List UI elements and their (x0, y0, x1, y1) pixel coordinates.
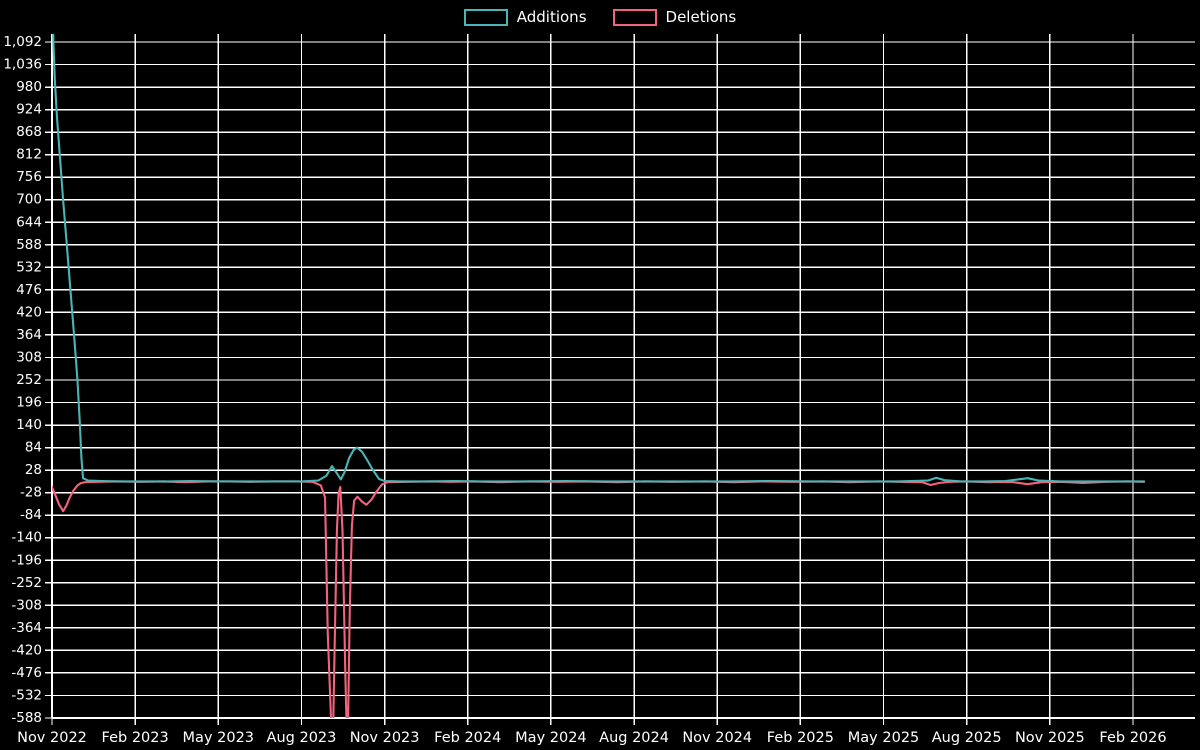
y-axis-tick-label: 812 (16, 147, 42, 163)
legend-entry-additions[interactable]: Additions (463, 7, 587, 26)
y-axis-tick-label: 28 (25, 462, 42, 478)
y-axis-tick-label: -140 (11, 530, 42, 546)
y-axis-tick-label: 924 (16, 102, 42, 118)
y-axis-tick-label: 308 (16, 349, 42, 365)
y-axis-tick-label: 252 (16, 372, 42, 388)
y-axis-tick-label: 196 (16, 395, 42, 411)
x-axis-tick-label: Feb 2023 (102, 730, 169, 746)
chart-legend: Additions Deletions (0, 0, 1200, 34)
x-axis-tick-label: Nov 2025 (1015, 730, 1085, 746)
legend-label-deletions: Deletions (665, 7, 737, 26)
y-axis-tick-label: 140 (16, 417, 42, 433)
y-axis-tick-label: 84 (25, 440, 42, 456)
y-axis-tick-label: -308 (11, 597, 42, 613)
y-axis-labels: 1,092 1,036 980 924 868 812 756 700 644 588 532 476… (3, 34, 42, 726)
x-axis-tick-label: Nov 2023 (350, 730, 420, 746)
series-line-deletions (52, 480, 1146, 718)
x-axis-labels: Nov 2022 Feb 2023 May 2023 Aug 2023 Nov 2023… (17, 730, 1167, 746)
y-axis-tick-label: 476 (16, 282, 42, 298)
y-axis-tick-label: 588 (16, 237, 42, 253)
y-axis-tick-label: -196 (11, 552, 42, 568)
x-axis-tick-label: May 2025 (848, 730, 920, 746)
x-axis-tick-label: Feb 2025 (767, 730, 834, 746)
y-axis-tick-label: 868 (16, 124, 42, 140)
y-axis-tick-label: -532 (11, 687, 42, 703)
x-axis-tick-label: Aug 2025 (932, 730, 1002, 746)
x-axis-tick-label: Nov 2022 (17, 730, 87, 746)
legend-label-additions: Additions (516, 7, 587, 26)
y-axis-tick-label: -476 (11, 665, 42, 681)
y-axis-tick-label: 532 (16, 259, 42, 275)
y-axis-tick-label: 700 (16, 192, 42, 208)
y-axis-tick-label: -84 (20, 507, 42, 523)
series-line-additions (52, 34, 1146, 483)
y-axis-tick-label: 756 (16, 169, 42, 185)
y-axis-tick-label: -364 (11, 620, 42, 636)
tick-layer (45, 41, 1134, 725)
y-axis-tick-label: 980 (16, 79, 42, 95)
legend-swatch-additions-icon (463, 8, 508, 26)
x-axis-tick-label: May 2024 (515, 730, 587, 746)
y-axis-tick-label: 364 (16, 327, 42, 343)
y-axis-tick-label: 1,092 (3, 34, 42, 50)
y-axis-tick-label: 644 (16, 214, 42, 230)
series-layer (52, 34, 1146, 718)
x-axis-tick-label: Feb 2026 (1099, 730, 1166, 746)
legend-swatch-deletions-icon (612, 8, 657, 26)
y-axis-tick-label: 1,036 (3, 57, 42, 73)
x-axis-tick-label: May 2023 (183, 730, 255, 746)
x-axis-tick-label: Feb 2024 (434, 730, 501, 746)
y-axis-tick-label: 420 (16, 304, 42, 320)
y-axis-tick-label: -28 (20, 485, 42, 501)
y-axis-tick-label: -420 (11, 642, 42, 658)
legend-entry-deletions[interactable]: Deletions (612, 7, 737, 26)
y-axis-tick-label: -252 (11, 575, 42, 591)
x-axis-tick-label: Aug 2024 (599, 730, 669, 746)
grid-layer (51, 34, 1195, 719)
x-axis-tick-label: Aug 2023 (267, 730, 337, 746)
x-axis-tick-label: Nov 2024 (682, 730, 752, 746)
y-axis-tick-label: -588 (11, 710, 42, 726)
